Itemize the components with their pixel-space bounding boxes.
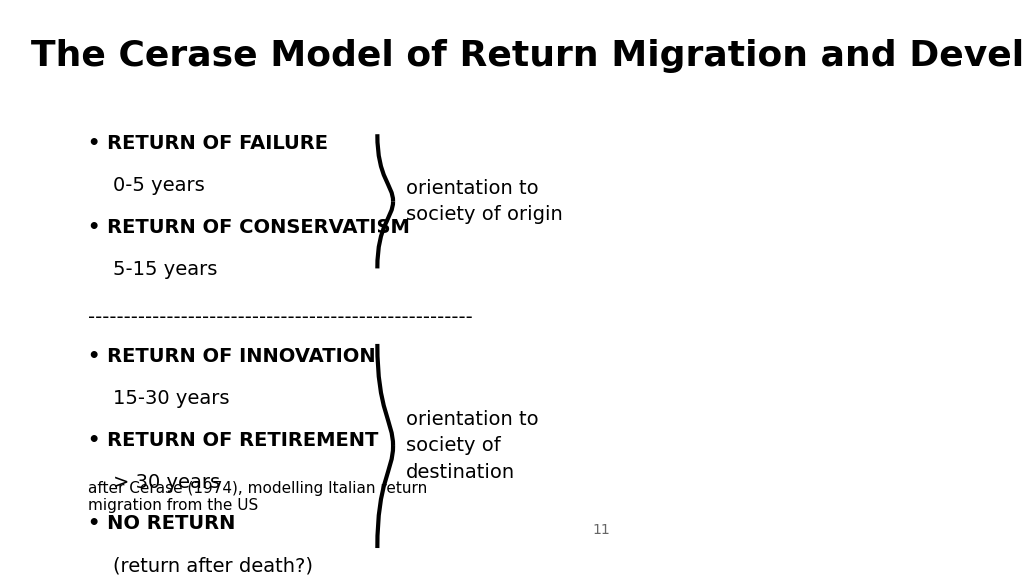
Text: 15-30 years: 15-30 years (88, 389, 229, 408)
Text: after Cerase (1974), modelling Italian return
migration from the US: after Cerase (1974), modelling Italian r… (88, 481, 427, 513)
Text: 5-15 years: 5-15 years (88, 260, 217, 279)
Text: • RETURN OF INNOVATION: • RETURN OF INNOVATION (88, 347, 376, 366)
Text: The Cerase Model of Return Migration and Development: The Cerase Model of Return Migration and… (32, 39, 1024, 73)
Text: 11: 11 (592, 523, 610, 537)
Text: orientation to
society of origin: orientation to society of origin (406, 179, 562, 224)
Text: > 30 years: > 30 years (88, 472, 220, 491)
Text: • RETURN OF FAILURE: • RETURN OF FAILURE (88, 134, 328, 153)
Text: 0-5 years: 0-5 years (88, 176, 205, 195)
Text: orientation to
society of
destination: orientation to society of destination (406, 410, 539, 482)
Text: • RETURN OF RETIREMENT: • RETURN OF RETIREMENT (88, 431, 379, 450)
Text: (return after death?): (return after death?) (88, 556, 313, 575)
Text: • NO RETURN: • NO RETURN (88, 514, 236, 533)
Text: • RETURN OF CONSERVATISM: • RETURN OF CONSERVATISM (88, 218, 410, 237)
Text: ------------------------------------------------------: ----------------------------------------… (88, 308, 473, 327)
